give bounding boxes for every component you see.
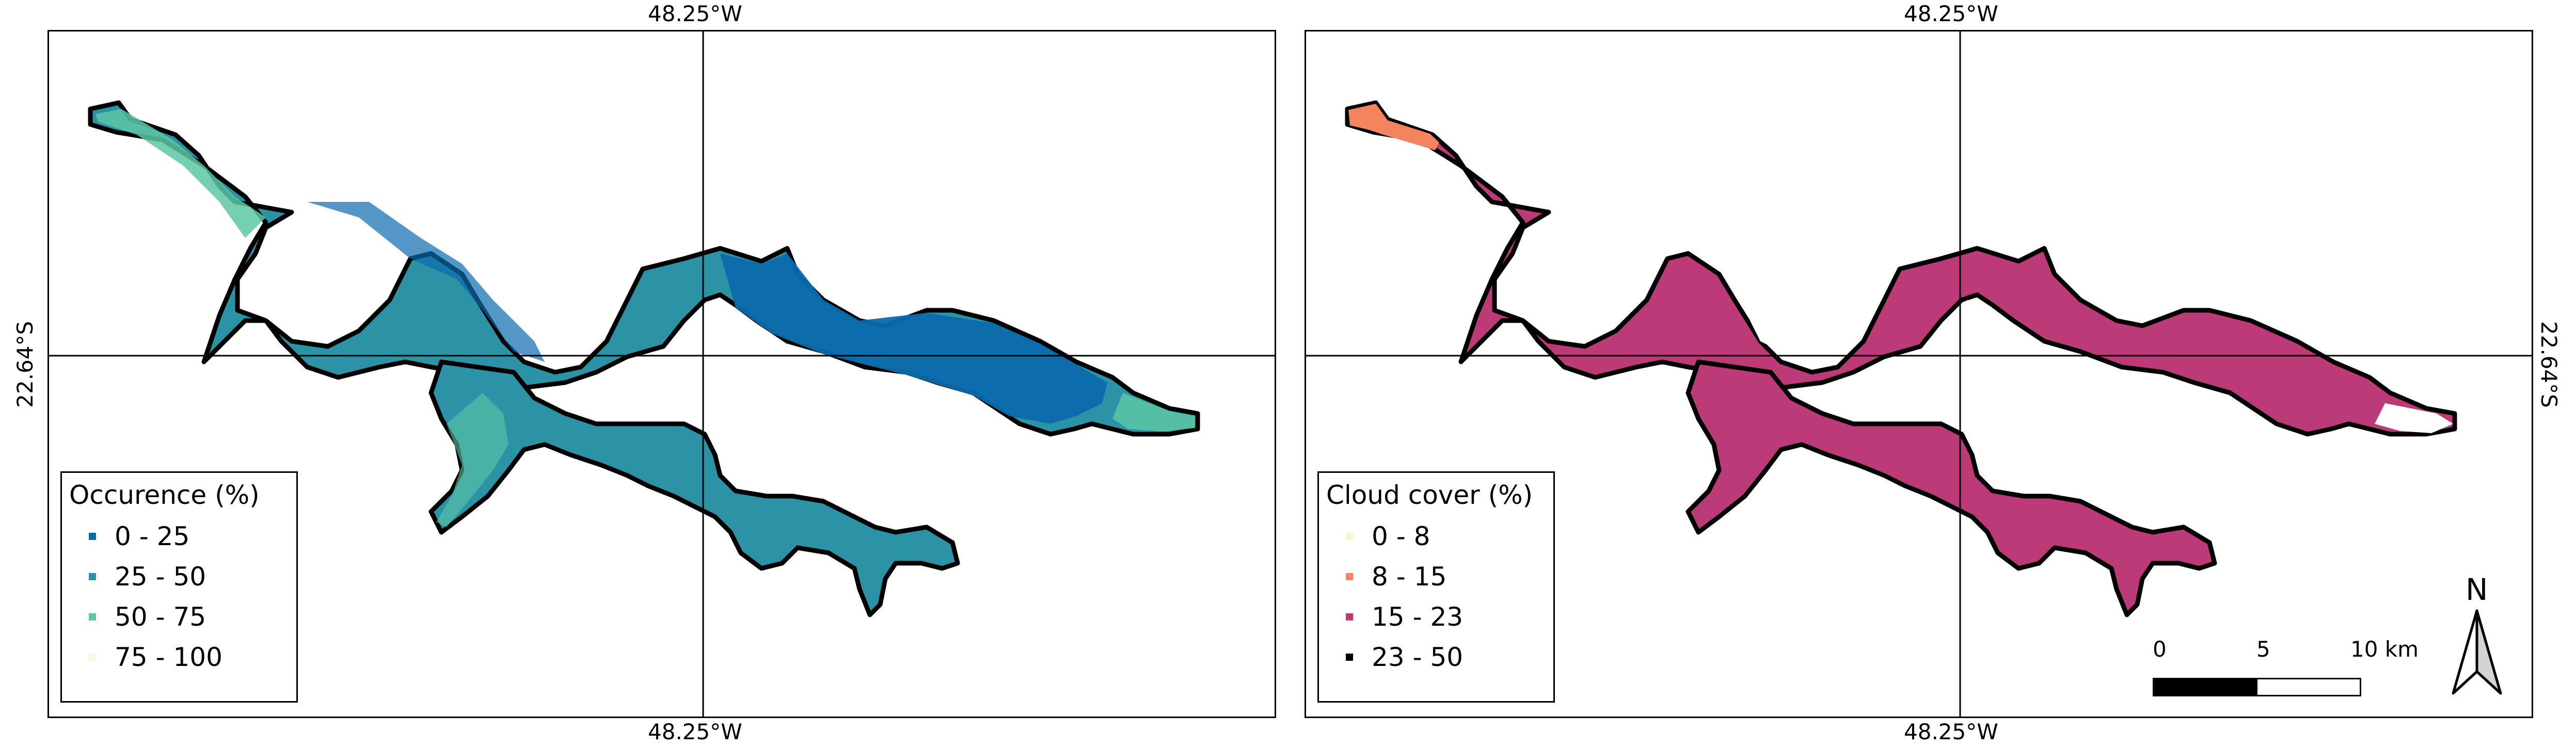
lon-label-bottom-right: 48.25°W — [1904, 719, 1998, 744]
occurrence-map[interactable] — [49, 31, 1275, 717]
legend-item: 0 - 8 — [1326, 516, 1553, 557]
legend-title: Occurence (%) — [69, 480, 260, 510]
legend-swatch — [89, 533, 96, 540]
occurrence-zone-50-75-tail — [1112, 393, 1195, 432]
legend-swatch — [89, 654, 96, 661]
occurrence-map-panel[interactable]: Occurence (%) 0 - 25 25 - 50 50 - 75 75 … — [47, 30, 1276, 718]
reservoir-lower-arm — [1685, 359, 2217, 617]
legend-label: 75 - 100 — [115, 642, 222, 672]
legend-item: 23 - 50 — [1326, 637, 1553, 677]
legend-swatch — [89, 613, 96, 621]
lon-label-top-right: 48.25°W — [1904, 1, 1998, 26]
lat-label-right: 22.64°S — [2536, 321, 2562, 408]
legend-swatch — [89, 573, 96, 580]
legend-swatch — [1346, 654, 1353, 661]
cloud-gap-1 — [1750, 310, 1827, 352]
legend-swatch — [1346, 573, 1353, 580]
legend-item: 75 - 100 — [69, 637, 296, 677]
lon-label-bottom-left: 48.25°W — [648, 719, 742, 744]
cloud-gap-3 — [2375, 403, 2453, 433]
scale-tick-0: 0 — [2153, 637, 2167, 662]
reservoir-occurrence — [88, 100, 1200, 617]
occurrence-zone-0-25 — [720, 253, 1107, 424]
cloud-gap-2 — [1967, 300, 2018, 346]
lat-label-left: 22.64°S — [12, 321, 38, 408]
occurrence-legend: Occurence (%) 0 - 25 25 - 50 50 - 75 75 … — [60, 471, 298, 703]
cloud-cover-map[interactable] — [1306, 31, 2532, 717]
occurrence-zone-50-75 — [96, 109, 266, 238]
legend-swatch — [1346, 613, 1353, 621]
legend-item: 50 - 75 — [69, 597, 296, 637]
north-label: N — [2466, 572, 2488, 607]
legend-label: 25 - 50 — [115, 562, 206, 592]
legend-label: 8 - 15 — [1372, 562, 1447, 592]
reservoir-main-arm — [1345, 100, 2457, 437]
reservoir-lower-arm — [428, 359, 960, 617]
legend-item: 8 - 15 — [1326, 557, 1553, 597]
cloud-cover-legend: Cloud cover (%) 0 - 8 8 - 15 15 - 23 23 … — [1317, 471, 1555, 703]
scale-bar-segment-dark — [2153, 678, 2256, 696]
legend-label: 0 - 25 — [115, 521, 190, 551]
reservoir-cloud-cover — [1345, 100, 2457, 617]
island — [1569, 222, 1577, 248]
legend-item: 15 - 23 — [1326, 597, 1553, 637]
cloud-cover-map-panel[interactable]: Cloud cover (%) 0 - 8 8 - 15 15 - 23 23 … — [1305, 30, 2533, 718]
legend-title: Cloud cover (%) — [1326, 480, 1533, 510]
legend-swatch — [1346, 533, 1353, 540]
legend-label: 50 - 75 — [115, 602, 206, 632]
legend-item: 25 - 50 — [69, 557, 296, 597]
scale-bar-segment-light — [2256, 678, 2361, 696]
legend-label: 23 - 50 — [1372, 642, 1464, 672]
cloud-zone-8-15 — [1348, 104, 1439, 150]
legend-item: 0 - 25 — [69, 516, 296, 557]
north-arrow-icon — [2452, 609, 2502, 695]
lon-label-top-left: 48.25°W — [648, 1, 742, 26]
island — [312, 222, 320, 248]
occurrence-zone-50-75-lower — [436, 393, 508, 527]
scale-tick-10: 10 km — [2350, 637, 2419, 662]
legend-label: 0 - 8 — [1372, 521, 1430, 551]
scale-tick-5: 5 — [2256, 637, 2270, 662]
occurrence-zone-0-25-upper — [307, 202, 545, 362]
legend-label: 15 - 23 — [1372, 602, 1464, 632]
